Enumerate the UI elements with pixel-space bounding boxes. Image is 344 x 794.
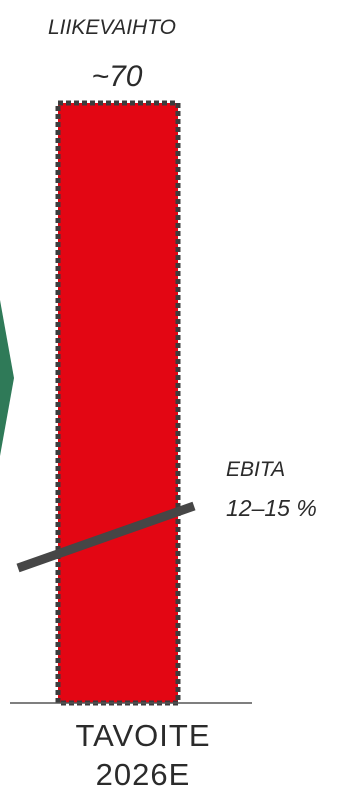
green-chevron-shape: [0, 300, 14, 456]
bar-liikevaihto-2026e: [55, 100, 181, 706]
category-label-line-2: 2026E: [96, 757, 191, 792]
annotation-ebita-label: EBITA: [226, 458, 285, 481]
ebita-trend-line: [16, 501, 196, 573]
category-label-line-1: TAVOITE: [75, 718, 210, 753]
annotation-ebita-range: 12–15 %: [226, 495, 317, 521]
value-label-bar: ~70: [92, 60, 143, 93]
series-label-liikevaihto: LIIKEVAIHTO: [48, 16, 176, 39]
